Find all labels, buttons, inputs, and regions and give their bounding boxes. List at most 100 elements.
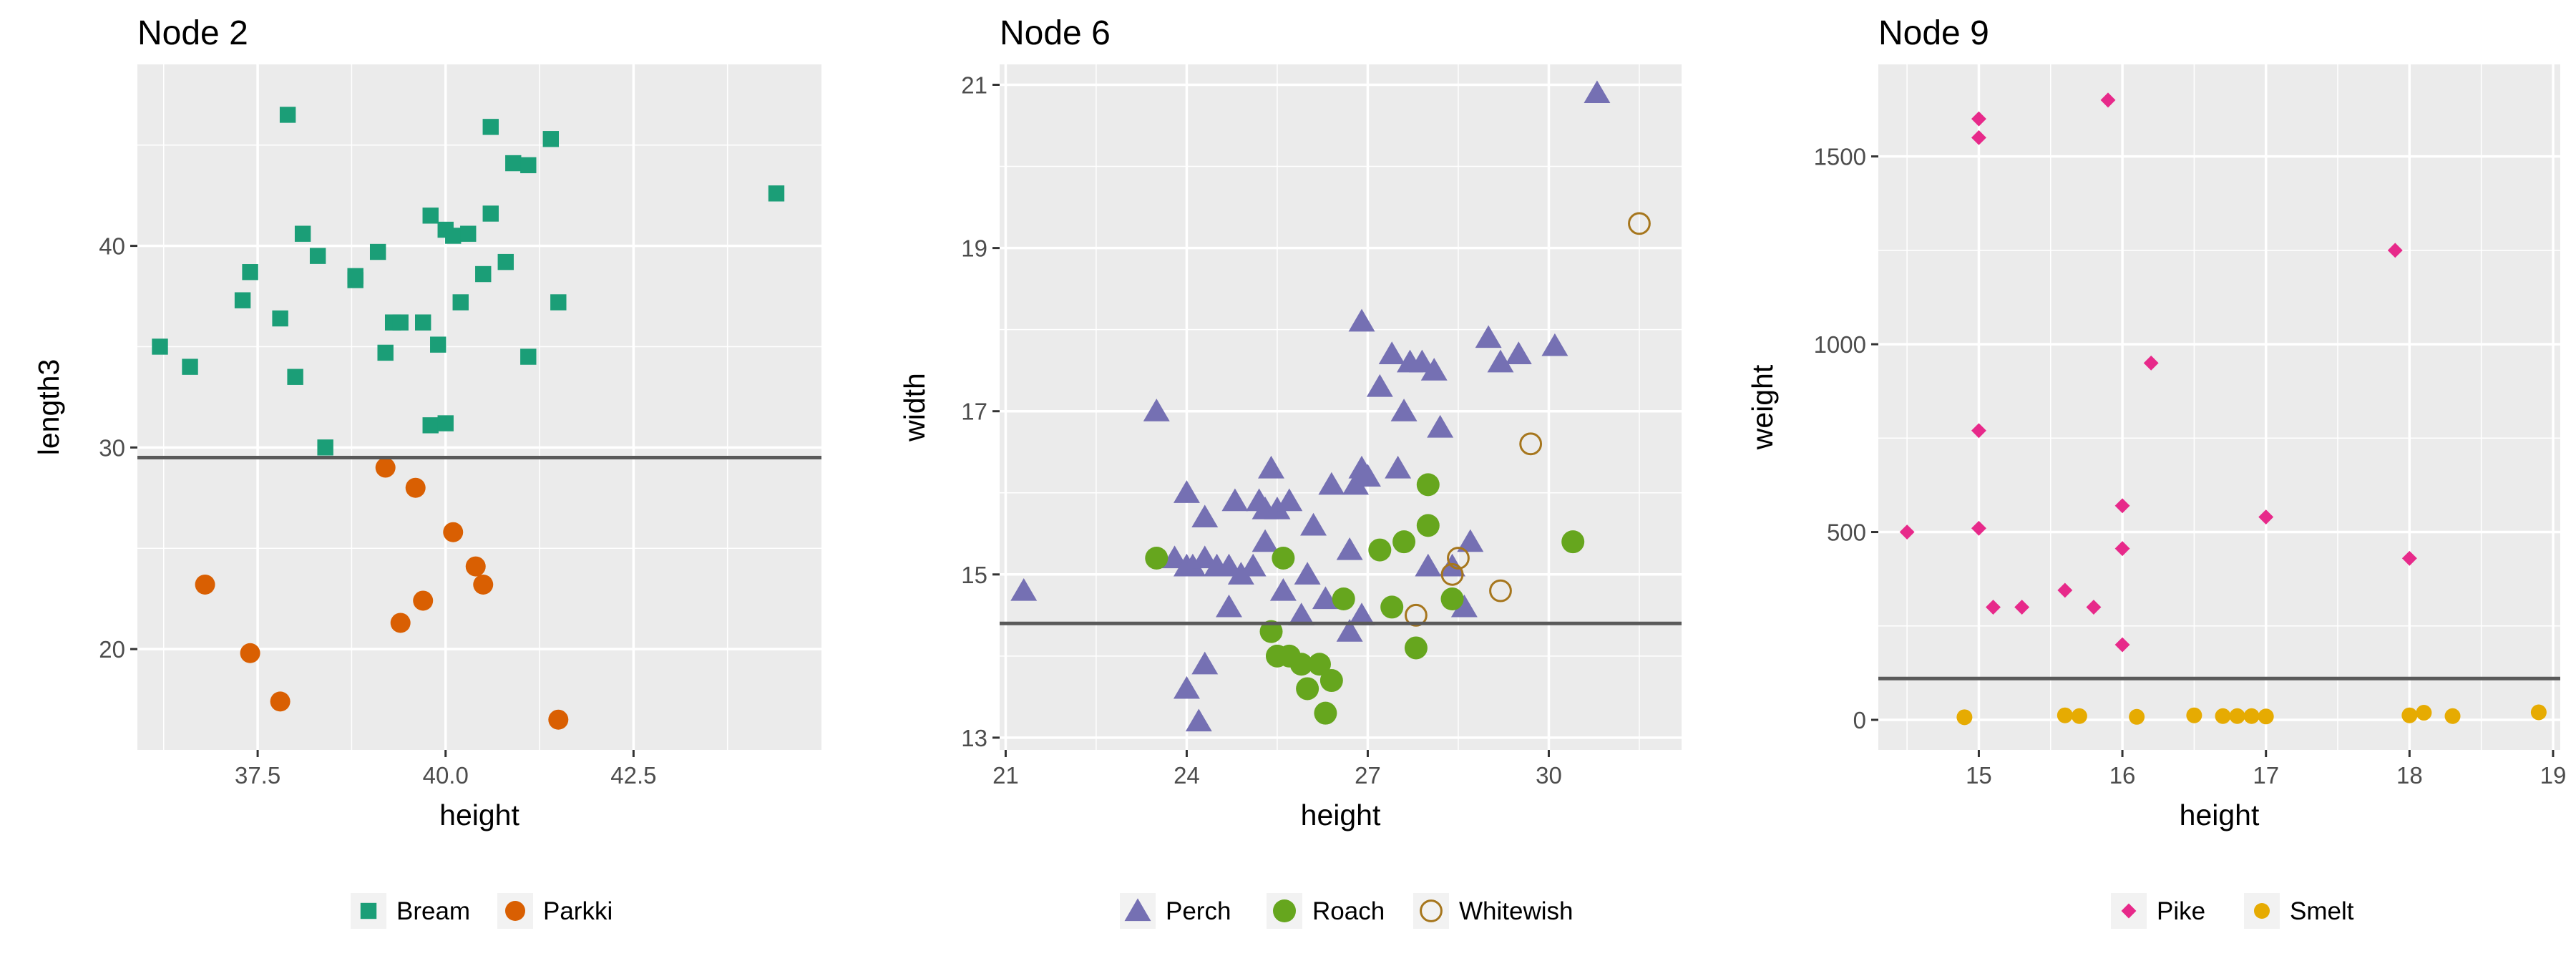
data-point (452, 294, 469, 311)
panel-title: Node 6 (1000, 14, 1111, 52)
data-point (1276, 488, 1303, 512)
data-point (240, 643, 260, 663)
data-point (1354, 464, 1381, 487)
legend-label: Perch (1166, 897, 1231, 925)
data-point (309, 248, 326, 264)
data-point (182, 358, 198, 375)
data-point (2129, 708, 2145, 725)
data-point (270, 691, 291, 712)
data-point (1300, 512, 1327, 536)
data-point (1440, 587, 1464, 611)
data-point (1505, 341, 1532, 364)
data-point (1173, 675, 1200, 699)
data-point (413, 590, 434, 611)
data-point (520, 348, 537, 365)
x-tick-label: 18 (2396, 762, 2423, 789)
data-point (1390, 399, 1418, 421)
data-point (2114, 637, 2130, 653)
x-tick-label: 16 (2109, 762, 2136, 789)
chart-panel-2: 21 24 27 30 13 15 17 19 21 Node 6 height width Perch… (898, 14, 1682, 929)
data-point (392, 314, 409, 331)
x-tick-label: 24 (1174, 762, 1200, 789)
data-point (1227, 562, 1254, 585)
data-point (1450, 594, 1478, 618)
x-tick-label: 37.5 (235, 762, 280, 789)
data-point (1385, 455, 1412, 479)
data-point (2229, 708, 2245, 724)
data-point (460, 225, 477, 242)
data-point (1392, 530, 1416, 554)
y-tick-label: 19 (961, 235, 987, 262)
data-point (195, 574, 215, 595)
data-point (1221, 488, 1249, 512)
data-point (375, 457, 396, 478)
data-point (2258, 708, 2274, 725)
data-point (1405, 603, 1428, 627)
y-tick-label: 20 (99, 636, 125, 663)
plot-panel-background (137, 64, 821, 750)
x-tick-label: 15 (1966, 762, 1992, 789)
data-point (347, 268, 364, 285)
y-tick-label: 1000 (1814, 331, 1866, 358)
series-roach (1145, 473, 1585, 725)
x-tick-label: 19 (2540, 762, 2567, 789)
x-tick-label: 40.0 (423, 762, 469, 789)
data-point (279, 107, 296, 123)
legend-label: Pike (2157, 897, 2205, 925)
data-point (1215, 594, 1242, 618)
data-point (1416, 514, 1440, 537)
x-tick-label: 30 (1536, 762, 1562, 789)
data-point (1415, 553, 1442, 577)
data-point (242, 264, 258, 280)
data-point (1296, 677, 1319, 701)
data-point (1010, 578, 1038, 601)
data-point (1408, 349, 1435, 373)
series-bream (152, 107, 785, 456)
data-point (437, 415, 454, 431)
data-point (1427, 414, 1454, 438)
series-pike (1899, 92, 2417, 653)
data-point (1288, 602, 1315, 625)
data-point (1332, 587, 1355, 611)
data-point (2416, 705, 2432, 721)
legend: Perch Roach Whitewish (1120, 893, 1573, 929)
y-axis-label: length3 (32, 359, 65, 456)
data-point (2243, 708, 2260, 724)
plot-panel-background (1878, 64, 2560, 750)
data-point (430, 336, 447, 353)
x-tick-label: 17 (2253, 762, 2279, 789)
data-point (2114, 541, 2130, 557)
data-point (1971, 130, 1986, 145)
data-point (520, 157, 537, 174)
data-point (1336, 537, 1363, 560)
data-point (2114, 498, 2130, 514)
y-axis-label: weight (1746, 364, 1779, 450)
data-point (1161, 545, 1189, 569)
data-point (294, 225, 311, 242)
data-point (1475, 325, 1502, 348)
data-point (1185, 708, 1212, 732)
legend-key-parkki (505, 901, 525, 921)
y-tick-label: 1500 (1814, 144, 1866, 170)
legend-key-roach (1273, 899, 1296, 922)
x-axis-label: height (1301, 799, 1381, 831)
plot-panel-background (1000, 64, 1682, 750)
legend: Pike Smelt (2111, 893, 2354, 929)
data-point (369, 243, 386, 260)
data-point (1971, 111, 1986, 127)
legend: Bream Parkki (351, 893, 613, 929)
data-point (1956, 709, 1973, 726)
legend-label: Parkki (543, 897, 613, 925)
data-point (542, 131, 560, 147)
legend-key-pike (2121, 903, 2137, 919)
data-point (272, 310, 288, 327)
series-parkki (195, 457, 569, 730)
series-perch (1010, 80, 1611, 732)
data-point (2401, 707, 2418, 723)
series-smelt (1956, 704, 2547, 726)
y-tick-label: 17 (961, 399, 987, 425)
data-point (1269, 578, 1297, 601)
data-point (2014, 600, 2030, 615)
data-point (475, 265, 492, 283)
data-point (317, 439, 333, 456)
